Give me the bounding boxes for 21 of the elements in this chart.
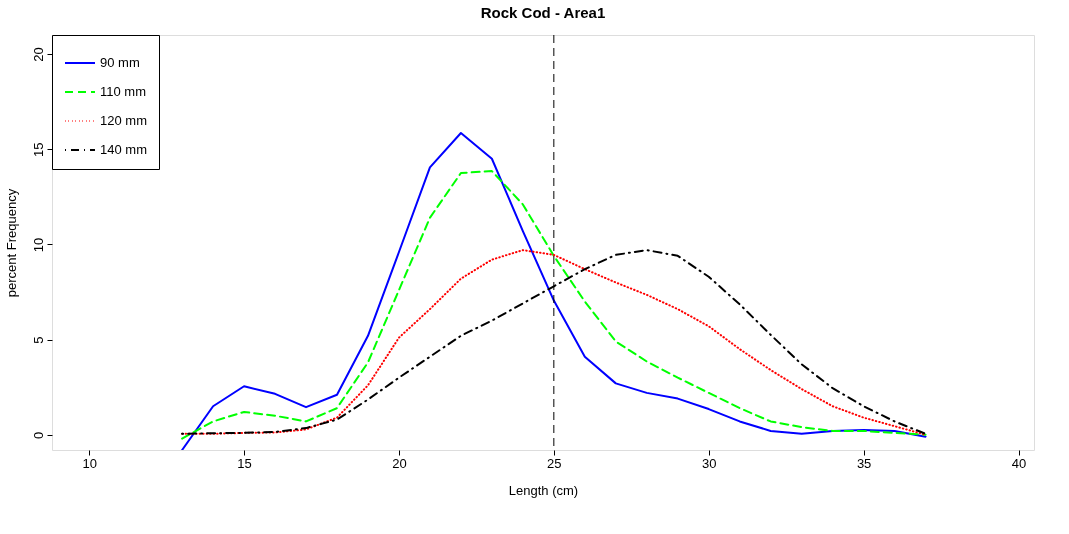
x-tick-label: 40: [1011, 455, 1027, 471]
y-tick-label: 0: [30, 431, 46, 439]
y-tick-label: 10: [30, 237, 46, 253]
y-tick-label: 5: [30, 336, 46, 344]
x-tick-label: 10: [82, 455, 97, 471]
x-axis-title: Length (cm): [508, 482, 579, 498]
legend-label: 120 mm: [100, 113, 147, 128]
legend-label: 140 mm: [100, 142, 147, 157]
chart-title: Rock Cod - Area1: [480, 3, 606, 21]
y-tick-label: 20: [30, 47, 46, 62]
x-tick-label: 15: [237, 455, 252, 471]
line-series: [181, 170, 927, 440]
x-tick-label: 20: [392, 455, 407, 471]
line-series: [181, 132, 927, 450]
x-tick-label: 30: [702, 455, 717, 471]
legend-label: 90 mm: [100, 55, 140, 70]
legend-label: 110 mm: [100, 84, 146, 99]
y-tick-label: 15: [30, 142, 46, 157]
x-tick-label: 25: [547, 455, 562, 471]
y-axis-title: percent Frequency: [3, 188, 19, 298]
x-tick-label: 35: [856, 455, 872, 471]
